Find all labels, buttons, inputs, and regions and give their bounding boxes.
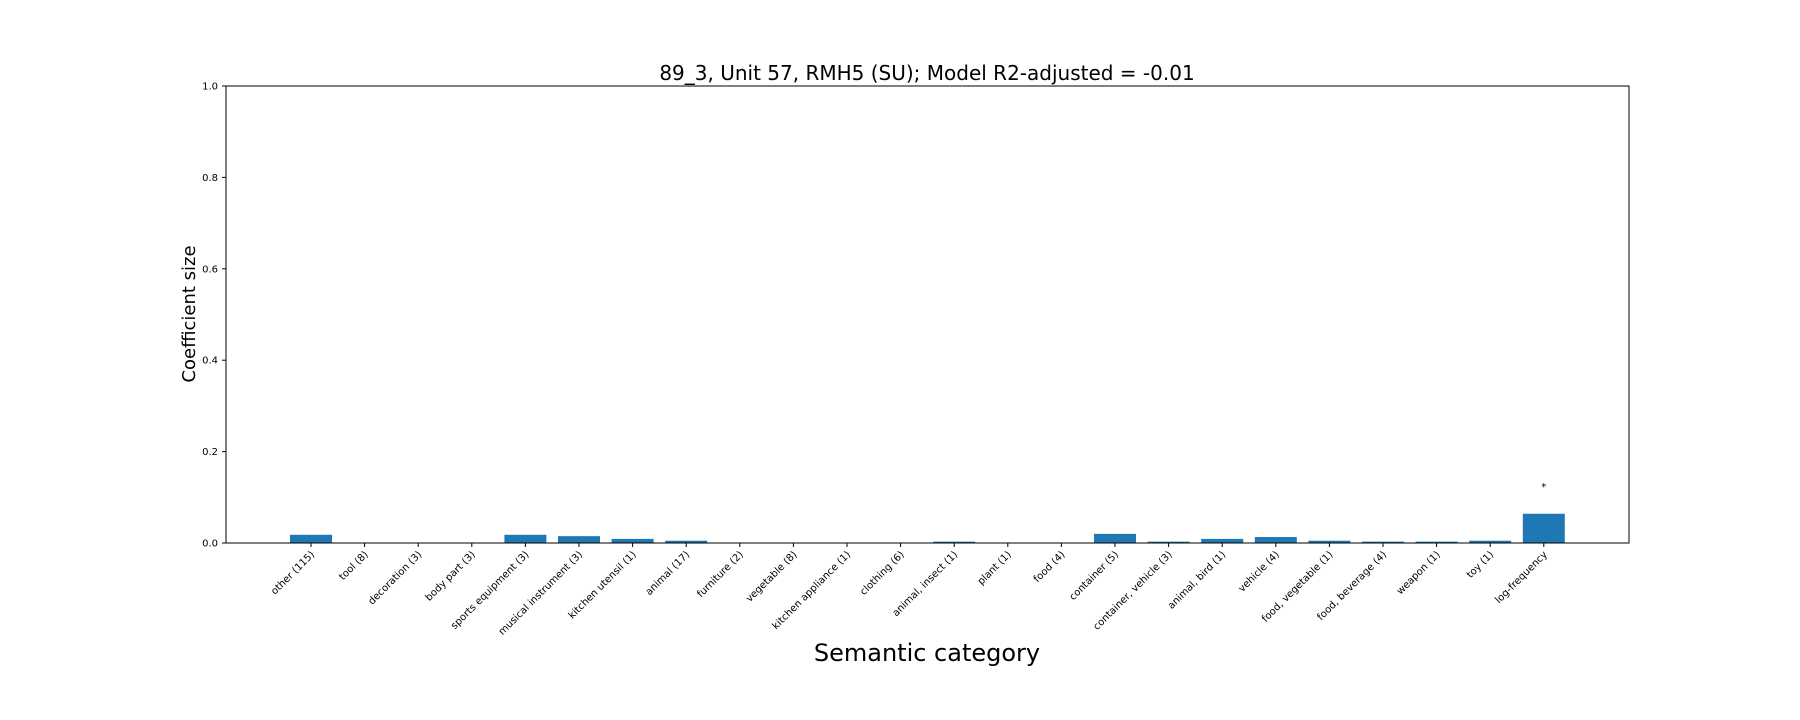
bar xyxy=(1308,540,1351,543)
y-tick-label: 0.4 xyxy=(202,356,218,367)
x-tick-label: vehicle (4) xyxy=(1237,549,1282,594)
x-tick-label: weapon (1) xyxy=(1395,549,1443,597)
bar xyxy=(1522,513,1565,543)
x-tick-label: decoration (3) xyxy=(366,549,424,607)
x-tick-label: body part (3) xyxy=(424,549,478,603)
x-tick-label: animal (17) xyxy=(644,549,693,598)
x-axis: other (115) tool (8)decoration (3) body pa… xyxy=(269,543,1550,638)
bar xyxy=(1469,540,1512,543)
bar-annotations: * xyxy=(1541,482,1546,493)
y-axis: 0.0 0.2 0.4 0.6 0.8 1.0 xyxy=(202,82,226,550)
bar xyxy=(933,541,976,543)
chart-title: 89_3, Unit 57, RMH5 (SU); Model R2-adjus… xyxy=(659,61,1194,85)
y-tick-label: 0.6 xyxy=(202,264,218,275)
bars xyxy=(290,513,1565,543)
bar xyxy=(1415,541,1458,543)
y-axis-label: Coefficient size xyxy=(179,245,200,382)
bar xyxy=(504,534,547,543)
bar xyxy=(1362,541,1404,543)
bar xyxy=(1147,541,1190,543)
y-tick-label: 0.0 xyxy=(202,539,218,550)
bar xyxy=(1254,537,1297,543)
x-tick-label: container (5) xyxy=(1068,549,1122,603)
plot-frame xyxy=(225,85,1630,544)
y-tick-label: 0.2 xyxy=(202,447,218,458)
x-tick-label: toy (1) xyxy=(1465,549,1496,580)
x-tick-label: plant (1) xyxy=(976,549,1014,587)
significance-annotation: * xyxy=(1541,482,1546,493)
x-tick-label: furniture (2) xyxy=(695,549,746,600)
x-tick-label: animal, bird (1) xyxy=(1166,549,1228,611)
x-tick-label: other (115) xyxy=(269,549,317,597)
y-tick-label: 0.8 xyxy=(202,173,218,184)
x-tick-label: log-frequency xyxy=(1493,549,1550,606)
bar xyxy=(290,534,332,543)
y-tick-label: 1.0 xyxy=(202,82,218,93)
x-tick-label: food (4) xyxy=(1032,549,1068,585)
x-axis-label: Semantic category xyxy=(814,639,1040,667)
bar xyxy=(1201,538,1244,543)
x-tick-label: vegetable (8) xyxy=(744,549,799,604)
bar xyxy=(611,538,654,543)
bar xyxy=(665,540,708,543)
x-tick-label: clothing (6) xyxy=(858,549,906,597)
bar xyxy=(1094,533,1136,543)
x-tick-label: tool (8) xyxy=(337,549,371,583)
bar xyxy=(558,536,600,543)
